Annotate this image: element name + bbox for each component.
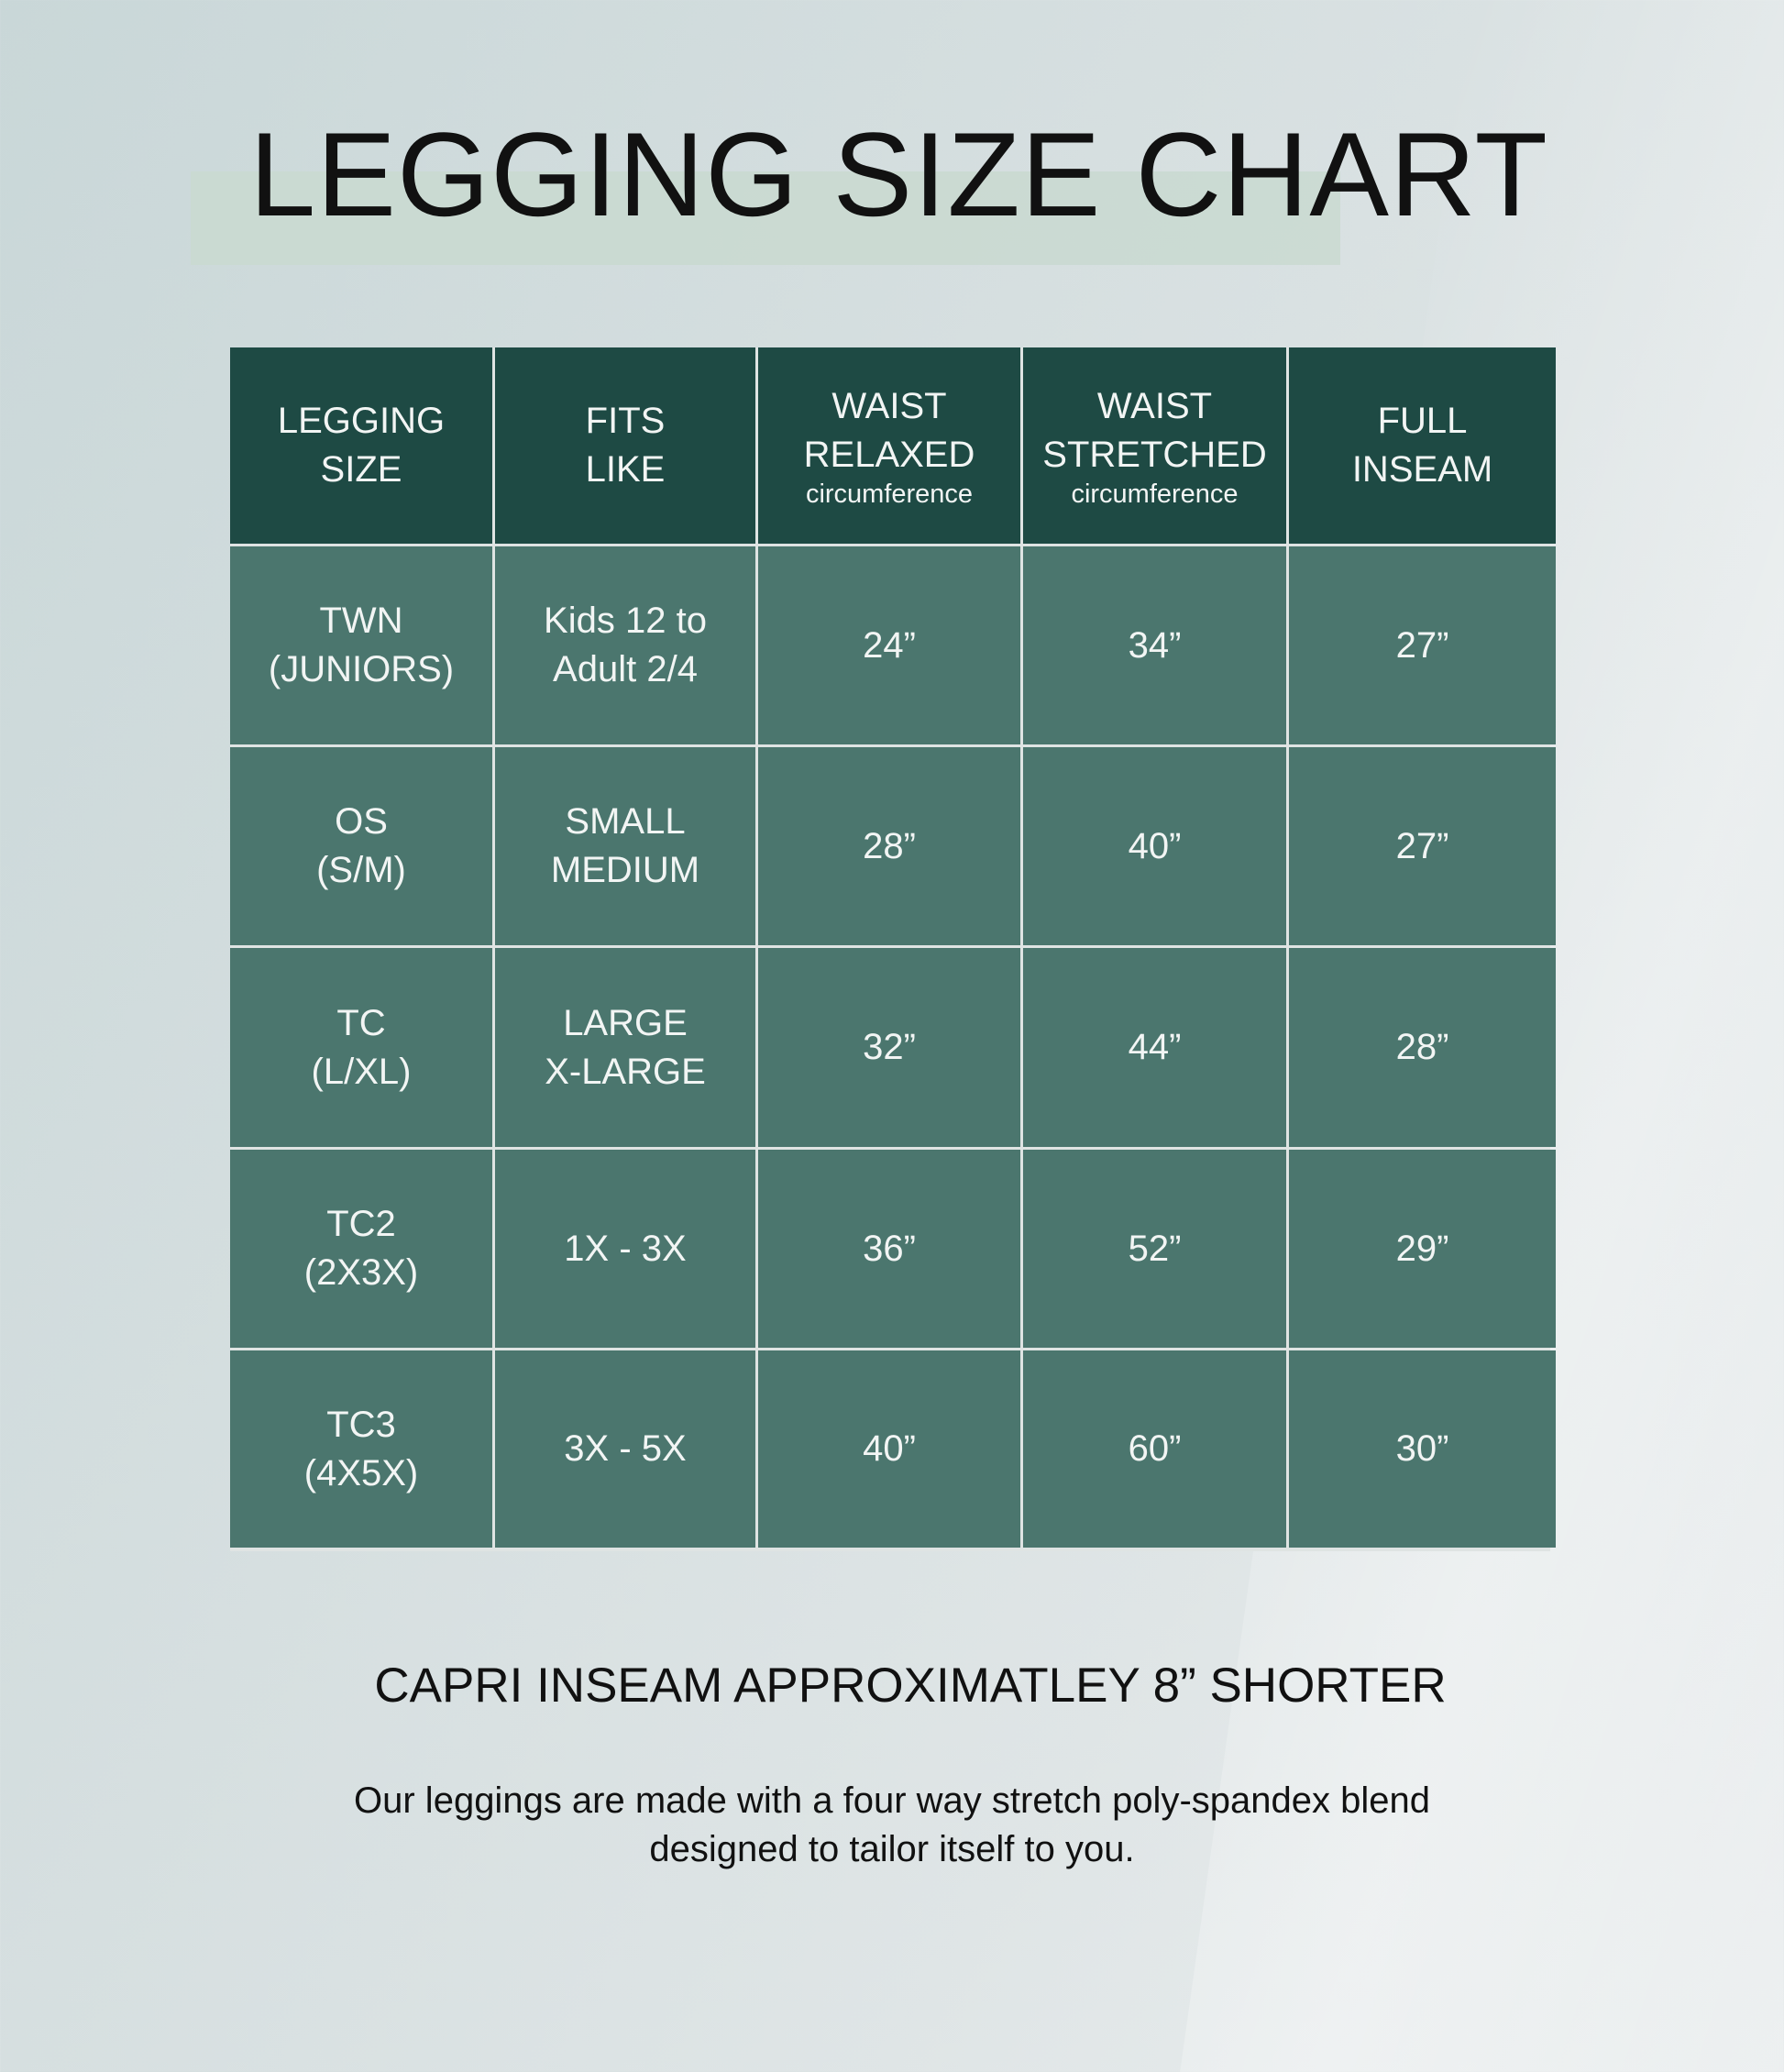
table-cell: 29” bbox=[1289, 1150, 1556, 1348]
table-cell: 30” bbox=[1289, 1350, 1556, 1548]
header-label: WAIST bbox=[1096, 386, 1213, 426]
cell-text: MEDIUM bbox=[550, 850, 700, 890]
cell-text: 40” bbox=[863, 1428, 916, 1469]
table-cell: 27” bbox=[1289, 747, 1556, 945]
cell-text: 1X - 3X bbox=[564, 1228, 687, 1269]
cell-text: (L/XL) bbox=[311, 1051, 412, 1092]
header-label: WAIST bbox=[831, 386, 947, 426]
table-cell: 40” bbox=[1023, 747, 1286, 945]
header-label: FITS bbox=[585, 401, 666, 441]
table-cell: TC2 (2X3X) bbox=[230, 1150, 492, 1348]
table-cell: TC (L/XL) bbox=[230, 948, 492, 1147]
cell-text: LARGE bbox=[563, 1002, 688, 1043]
header-cell: FITS LIKE bbox=[495, 347, 755, 544]
cell-text: 60” bbox=[1128, 1428, 1182, 1469]
cell-text: Kids 12 to bbox=[544, 601, 707, 641]
cell-text: 24” bbox=[863, 624, 916, 666]
header-label: FULL bbox=[1377, 401, 1468, 441]
header-label: RELAXED bbox=[803, 435, 975, 475]
cell-text: Adult 2/4 bbox=[553, 649, 698, 689]
table-cell: 34” bbox=[1023, 546, 1286, 744]
cell-text: (S/M) bbox=[316, 850, 406, 890]
table-cell: 28” bbox=[758, 747, 1020, 945]
cell-text: 27” bbox=[1395, 825, 1449, 866]
table-cell: LARGE X-LARGE bbox=[495, 948, 755, 1147]
capri-note: CAPRI INSEAM APPROXIMATLEY 8” SHORTER bbox=[374, 1659, 1447, 1713]
header-sublabel: circumference bbox=[805, 479, 974, 509]
title-highlight-band bbox=[191, 171, 1340, 265]
page-title: LEGGING SIZE CHART bbox=[249, 107, 1548, 241]
header-cell: WAIST STRETCHED circumference bbox=[1023, 347, 1286, 544]
cell-text: 29” bbox=[1395, 1228, 1449, 1269]
cell-text: (4X5X) bbox=[303, 1452, 419, 1493]
header-label: STRETCHED bbox=[1042, 435, 1267, 475]
table-cell: 1X - 3X bbox=[495, 1150, 755, 1348]
header-cell: FULL INSEAM bbox=[1289, 347, 1556, 544]
header-label: LEGGING bbox=[277, 401, 446, 441]
description-line: designed to tailor itself to you. bbox=[649, 1829, 1135, 1869]
table-cell: SMALL MEDIUM bbox=[495, 747, 755, 945]
table-cell: 32” bbox=[758, 948, 1020, 1147]
cell-text: 44” bbox=[1128, 1027, 1182, 1067]
cell-text: 36” bbox=[863, 1228, 916, 1269]
table-cell: 3X - 5X bbox=[495, 1350, 755, 1548]
cell-text: SMALL bbox=[565, 801, 686, 842]
header-cell: WAIST RELAXED circumference bbox=[758, 347, 1020, 544]
table-cell: 28” bbox=[1289, 948, 1556, 1147]
cell-text: TWN bbox=[319, 601, 403, 641]
table-cell: 24” bbox=[758, 546, 1020, 744]
cell-text: X-LARGE bbox=[545, 1051, 706, 1092]
cell-text: 3X - 5X bbox=[564, 1428, 687, 1469]
description: Our leggings are made with a four way st… bbox=[0, 1777, 1784, 1874]
header-label: SIZE bbox=[320, 449, 402, 490]
cell-text: (JUNIORS) bbox=[268, 649, 455, 689]
description-line: Our leggings are made with a four way st… bbox=[354, 1780, 1430, 1821]
header-label: LIKE bbox=[585, 449, 666, 490]
cell-text: TC bbox=[336, 1002, 386, 1043]
cell-text: 28” bbox=[863, 825, 916, 866]
cell-text: OS bbox=[335, 801, 388, 842]
cell-text: 30” bbox=[1395, 1428, 1449, 1469]
cell-text: (2X3X) bbox=[303, 1252, 419, 1293]
table-cell: 36” bbox=[758, 1150, 1020, 1348]
cell-text: 52” bbox=[1128, 1228, 1182, 1269]
cell-text: TC3 bbox=[326, 1404, 396, 1445]
table-cell: 52” bbox=[1023, 1150, 1286, 1348]
size-chart-table: LEGGING SIZE FITS LIKE WAIST RELAXED circumfer… bbox=[230, 347, 1556, 1551]
table-cell: 27” bbox=[1289, 546, 1556, 744]
table-cell: 44” bbox=[1023, 948, 1286, 1147]
cell-text: TC2 bbox=[326, 1204, 396, 1244]
cell-text: 40” bbox=[1128, 825, 1182, 866]
header-sublabel: circumference bbox=[1071, 479, 1239, 509]
table-cell: TC3 (4X5X) bbox=[230, 1350, 492, 1548]
cell-text: 27” bbox=[1395, 624, 1449, 666]
table-cell: TWN (JUNIORS) bbox=[230, 546, 492, 744]
table-cell: Kids 12 to Adult 2/4 bbox=[495, 546, 755, 744]
cell-text: 28” bbox=[1395, 1027, 1449, 1067]
table-cell: OS (S/M) bbox=[230, 747, 492, 945]
table-cell: 60” bbox=[1023, 1350, 1286, 1548]
header-label: INSEAM bbox=[1351, 449, 1493, 490]
table-cell: 40” bbox=[758, 1350, 1020, 1548]
header-cell: LEGGING SIZE bbox=[230, 347, 492, 544]
cell-text: 32” bbox=[863, 1027, 916, 1067]
cell-text: 34” bbox=[1128, 624, 1182, 666]
